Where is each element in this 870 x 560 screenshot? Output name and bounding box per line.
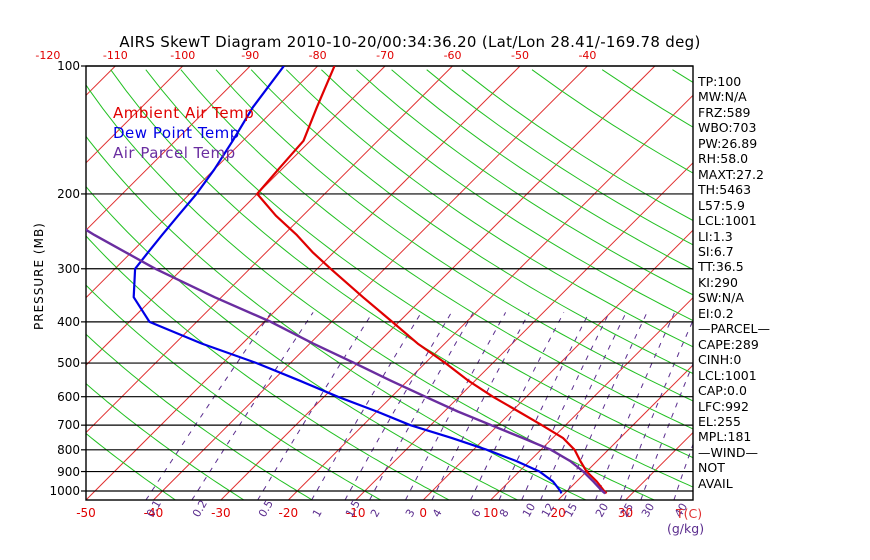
bottom-temp-tick--10: -10 bbox=[345, 506, 366, 520]
parameter-16: EI:0.2 bbox=[698, 305, 734, 321]
parameter-8: TH:5463 bbox=[698, 182, 752, 198]
pressure-tick-600: 600 bbox=[57, 389, 80, 404]
parameter-26: NOT bbox=[698, 460, 725, 476]
top-temp-tick--110: -110 bbox=[102, 49, 128, 62]
parameter-17: —PARCEL— bbox=[698, 321, 770, 337]
parameter-19: CINH:0 bbox=[698, 352, 742, 368]
bottom-temp-tick--20: -20 bbox=[278, 506, 299, 520]
bottom-temp-tick-10: 10 bbox=[483, 506, 499, 520]
parameter-11: LI:1.3 bbox=[698, 228, 733, 244]
parameter-14: KI:290 bbox=[698, 274, 738, 290]
top-temp-tick--80: -80 bbox=[308, 49, 327, 62]
series-3 bbox=[86, 228, 606, 495]
parameter-7: MAXT:27.2 bbox=[698, 166, 764, 182]
parameter-3: FRZ:589 bbox=[698, 104, 751, 120]
parameter-20: LCL:1001 bbox=[698, 367, 757, 383]
bottom-temp-tick-30: 30 bbox=[617, 506, 634, 520]
pressure-tick-400: 400 bbox=[57, 314, 80, 329]
bottom-temp-tick--50: -50 bbox=[76, 506, 96, 520]
top-temp-tick--40: -40 bbox=[578, 49, 597, 62]
bottom-temp-tick-20: 20 bbox=[550, 506, 566, 520]
pressure-tick-100: 100 bbox=[57, 59, 80, 73]
parameter-5: PW:26.89 bbox=[698, 135, 758, 151]
top-temp-tick--70: -70 bbox=[376, 49, 395, 62]
bottom-temp-tick--30: -30 bbox=[211, 506, 231, 520]
parameter-2: MW:N/A bbox=[698, 89, 747, 105]
parameter-27: AVAIL bbox=[698, 475, 733, 491]
bottom-temp-tick--40: -40 bbox=[143, 506, 164, 520]
x-axis-temp-unit-label: T(C) bbox=[676, 506, 703, 521]
series-1 bbox=[256, 66, 608, 495]
parameter-18: CAPE:289 bbox=[698, 336, 759, 352]
pressure-tick-800: 800 bbox=[57, 442, 80, 457]
top-temp-tick--120: -120 bbox=[35, 49, 61, 62]
pressure-tick-900: 900 bbox=[57, 464, 80, 479]
parameter-15: SW:N/A bbox=[698, 290, 744, 306]
top-temp-tick--100: -100 bbox=[170, 49, 196, 62]
legend-item-2: Dew Point Temp bbox=[113, 124, 240, 142]
series-2 bbox=[132, 66, 563, 494]
parameter-10: LCL:1001 bbox=[698, 213, 757, 229]
pressure-tick-500: 500 bbox=[57, 356, 80, 371]
x-axis-mixing-unit-label: (g/kg) bbox=[667, 521, 705, 536]
top-temp-tick--90: -90 bbox=[241, 49, 260, 62]
pressure-tick-200: 200 bbox=[57, 186, 80, 201]
parameter-22: LFC:992 bbox=[698, 398, 749, 414]
bottom-temp-tick-0: 0 bbox=[419, 506, 428, 520]
parameter-13: TT:36.5 bbox=[698, 259, 744, 275]
legend-item-3: Air Parcel Temp bbox=[113, 144, 236, 162]
legend-item-1: Ambient Air Temp bbox=[113, 104, 255, 122]
pressure-tick-300: 300 bbox=[57, 261, 80, 276]
parameter-4: WBO:703 bbox=[698, 120, 757, 136]
parameter-24: MPL:181 bbox=[698, 429, 752, 445]
page-title: AIRS SkewT Diagram 2010-10-20/00:34:36.2… bbox=[119, 33, 701, 51]
parameter-list: TP:100 MW:N/A FRZ:589 WBO:703 PW:26.89 RH:58.… bbox=[698, 74, 818, 491]
parameter-23: EL:255 bbox=[698, 413, 741, 429]
parameter-25: —WIND— bbox=[698, 444, 759, 460]
y-axis-title: PRESSURE (MB) bbox=[32, 222, 46, 330]
top-temp-tick--60: -60 bbox=[443, 49, 462, 62]
parameter-12: SI:6.7 bbox=[698, 243, 734, 259]
parameter-6: RH:58.0 bbox=[698, 151, 749, 167]
parameter-21: CAP:0.0 bbox=[698, 383, 747, 399]
pressure-tick-1000: 1000 bbox=[49, 483, 80, 498]
top-temp-tick--50: -50 bbox=[511, 49, 529, 62]
parameter-1: TP:100 bbox=[698, 74, 742, 89]
pressure-tick-700: 700 bbox=[57, 418, 80, 433]
parameter-9: L57:5.9 bbox=[698, 197, 745, 213]
